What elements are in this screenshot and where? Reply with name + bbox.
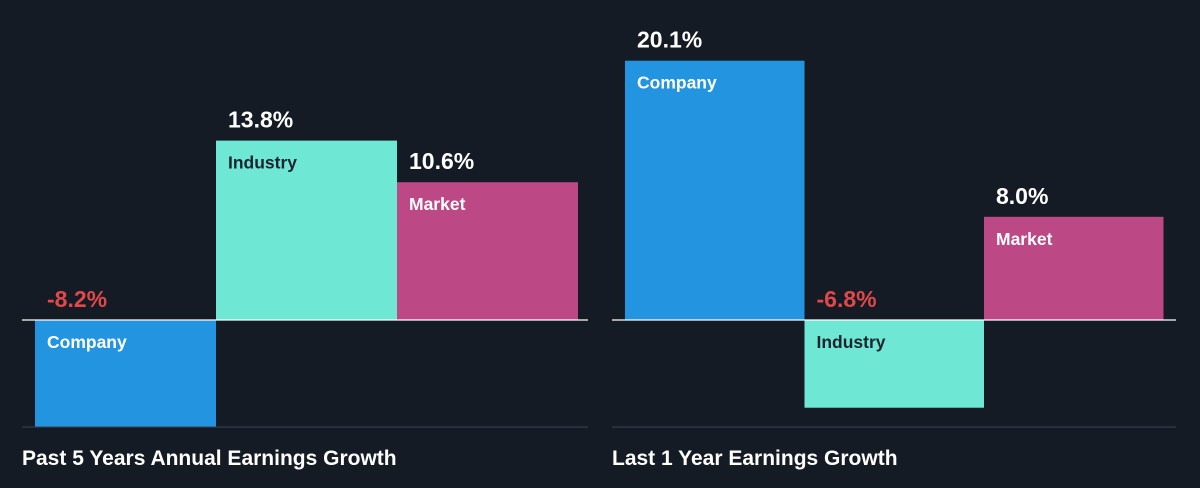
bar-market — [984, 216, 1164, 320]
bar-industry — [216, 140, 397, 320]
value-label-company: 20.1% — [637, 27, 702, 53]
bar-label-company: Company — [47, 332, 127, 352]
bar-market — [397, 182, 578, 320]
bar-label-company: Company — [637, 73, 717, 93]
chart-title: Last 1 Year Earnings Growth — [612, 447, 898, 470]
value-label-market: 10.6% — [409, 148, 474, 174]
bar-label-market: Market — [409, 194, 466, 214]
chart-title: Past 5 Years Annual Earnings Growth — [22, 447, 397, 470]
value-label-market: 8.0% — [996, 183, 1048, 209]
bar-label-market: Market — [996, 229, 1053, 249]
bar-company — [625, 60, 805, 321]
value-label-industry: -6.8% — [817, 286, 877, 312]
bar-industry — [804, 320, 984, 408]
bar-company — [35, 320, 216, 427]
bar-label-industry: Industry — [228, 153, 297, 173]
chart-panel-1: Company -8.2% Industry 13.8% Market 10.6% Past… — [22, 107, 588, 470]
value-label-company: -8.2% — [47, 286, 107, 312]
value-label-industry: 13.8% — [228, 107, 293, 133]
bar-label-industry: Industry — [817, 332, 886, 352]
chart-panel-2: Company 20.1% Industry -6.8% Market 8.0% Last … — [612, 27, 1176, 470]
